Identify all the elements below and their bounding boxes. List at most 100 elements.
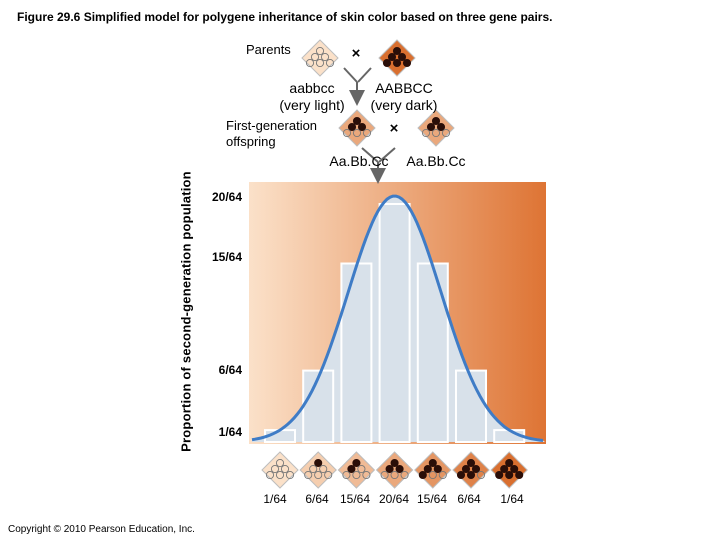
dark-allele-dot [461,464,471,474]
light-allele-dot [357,464,366,474]
dark-allele-dot [471,464,481,474]
dark-allele-dot [347,464,356,474]
phenotype-allele-diamond [299,451,337,489]
phenotype-allele-diamond [375,451,414,489]
dark-allele-dot [314,458,323,468]
allele-diamond-shape [375,451,414,489]
f1-cross-arrow [361,147,396,184]
allele-diamond-shape [378,39,416,77]
dark-allele-dot [357,122,367,132]
allele-diamond-shape [414,451,452,489]
parent-dark-allele-diamond [378,39,416,77]
dark-allele-dot [426,122,436,132]
copyright-notice: Copyright © 2010 Pearson Education, Inc. [8,524,195,535]
light-allele-dot [390,470,399,480]
dark-allele-dot [433,464,442,474]
dark-allele-dot [428,458,437,468]
light-allele-dot [315,46,325,56]
light-allele-dot [314,470,323,480]
normal-curve-line [251,194,544,442]
allele-diamond-shape [299,451,337,489]
phenotype-allele-diamond [337,451,376,489]
phenotype-allele-diamond [414,451,452,489]
parent-light-genotype-block: aabbcc (very light) [262,80,362,114]
x-category-label: 15/64 [339,492,371,506]
dark-allele-dot [397,52,407,62]
light-allele-dot [310,52,320,62]
dark-allele-dot [352,116,362,126]
dark-allele-dot [347,122,357,132]
figure-title: Figure 29.6 Simplified model for polygen… [17,10,553,24]
parent-dark-genotype-block: AABBCC (very dark) [354,80,454,114]
light-allele-dot [352,128,362,138]
light-allele-dot [400,470,409,480]
x-category-label: 1/64 [500,492,524,506]
f1-cross-symbol: × [390,120,399,137]
light-allele-dot [342,470,351,480]
light-allele-dot [324,470,333,480]
dark-allele-dot [456,470,466,480]
f1-label-line2: offspring [226,134,276,149]
dark-allele-dot [382,58,392,68]
light-allele-dot [319,464,328,474]
dark-allele-dot [495,470,504,480]
light-allele-dot [304,470,313,480]
dark-allele-dot [505,458,514,468]
allele-diamond-shape [338,109,376,147]
y-axis-label: Proportion of second-generation populati… [178,171,194,452]
parent-dark-genotype: AABBCC [375,80,433,96]
light-allele-dot [342,128,352,138]
light-allele-dot [438,470,447,480]
light-allele-dot [265,470,275,480]
y-tick-label: 6/64 [218,363,242,377]
f1-left-genotype: Aa.Bb.Cc [329,153,389,169]
light-allele-dot [352,470,361,480]
dark-allele-dot [352,458,361,468]
parents-cross-arrow [343,67,372,106]
x-category-label: 15/64 [416,492,448,506]
light-allele-dot [362,470,371,480]
light-allele-dot [270,464,280,474]
histogram-bar [455,369,487,444]
x-category-label: 6/64 [305,492,329,506]
x-category-label: 1/64 [263,492,287,506]
light-allele-dot [380,470,389,480]
light-allele-dot [315,58,325,68]
x-category-label: 20/64 [378,492,410,506]
light-allele-dot [476,470,486,480]
dark-allele-dot [402,58,412,68]
dark-allele-dot [431,116,441,126]
phenotype-allele-diamond [261,451,299,489]
light-allele-dot [275,470,285,480]
allele-diamond-shape [417,109,455,147]
light-allele-dot [285,470,295,480]
light-allele-dot [305,58,315,68]
dark-allele-dot [466,470,476,480]
parent-light-genotype: aabbcc [289,80,335,96]
light-allele-dot [280,464,290,474]
histogram-bar [416,262,449,443]
allele-diamond-shape [261,451,299,489]
parent-dark-phenotype: (very dark) [370,97,438,113]
dark-allele-dot [395,464,404,474]
light-allele-dot [428,470,437,480]
f1-right-genotype: Aa.Bb.Cc [406,153,466,169]
dark-allele-dot [387,52,397,62]
parent-light-phenotype: (very light) [279,97,345,113]
light-allele-dot [325,58,335,68]
dark-allele-dot [385,464,394,474]
parents-cross-symbol: × [352,45,361,62]
dark-allele-dot [390,458,399,468]
allele-diamond-shape [301,39,339,77]
y-tick-label: 20/64 [211,190,242,204]
x-category-label: 6/64 [457,492,481,506]
light-allele-dot [362,128,372,138]
y-tick-label: 15/64 [211,250,242,264]
light-allele-dot [441,128,451,138]
histogram-bar [378,203,411,443]
dark-allele-dot [500,464,509,474]
dark-allele-dot [392,46,402,56]
y-tick-label: 1/64 [218,425,242,439]
light-allele-dot [309,464,318,474]
